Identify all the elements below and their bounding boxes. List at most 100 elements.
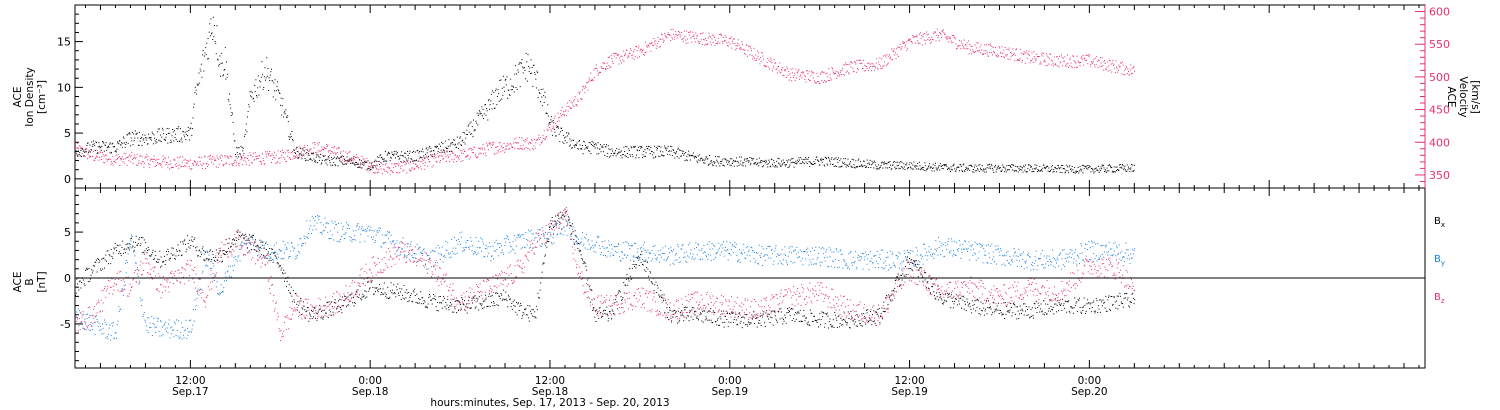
point — [638, 45, 640, 47]
point — [831, 157, 833, 159]
point — [499, 141, 501, 143]
point — [239, 153, 241, 155]
point — [549, 123, 551, 125]
point — [491, 108, 493, 110]
point — [722, 247, 724, 249]
point — [227, 73, 229, 75]
point — [680, 32, 682, 33]
point — [1031, 264, 1033, 266]
point — [960, 257, 962, 259]
point — [797, 161, 799, 162]
point — [692, 35, 694, 37]
point — [139, 297, 141, 299]
point — [577, 242, 579, 244]
point — [459, 136, 461, 138]
point — [141, 156, 143, 158]
point — [718, 156, 720, 158]
point — [1054, 63, 1056, 65]
point — [886, 252, 888, 253]
point — [983, 53, 984, 55]
point — [324, 159, 326, 161]
point — [118, 156, 120, 157]
point — [671, 36, 673, 38]
point — [108, 333, 109, 335]
point — [729, 164, 731, 166]
point — [319, 157, 321, 159]
point — [470, 148, 472, 149]
point — [341, 236, 343, 237]
point — [972, 169, 974, 170]
point — [1032, 168, 1034, 170]
point — [274, 90, 275, 92]
point — [925, 251, 927, 253]
point — [364, 161, 366, 163]
point — [948, 167, 950, 169]
point — [845, 166, 847, 168]
point — [1083, 58, 1085, 60]
point — [323, 155, 325, 157]
point — [784, 162, 785, 164]
point — [1042, 164, 1044, 166]
point — [471, 133, 473, 135]
point — [528, 141, 530, 143]
point — [173, 159, 175, 161]
point — [219, 156, 221, 158]
point — [110, 339, 112, 341]
point — [566, 142, 568, 144]
point — [1016, 266, 1018, 267]
point — [104, 322, 106, 324]
point — [499, 246, 501, 248]
point — [747, 160, 749, 162]
point — [934, 253, 935, 255]
point — [932, 254, 933, 255]
point — [1059, 171, 1061, 173]
point — [433, 251, 435, 252]
point — [407, 161, 408, 163]
point — [694, 41, 696, 43]
point — [190, 169, 192, 171]
point — [575, 104, 577, 106]
point — [827, 265, 829, 267]
point — [333, 239, 335, 241]
point — [653, 152, 655, 154]
point — [884, 163, 886, 164]
point — [155, 326, 157, 328]
point — [889, 267, 891, 269]
point — [670, 150, 672, 152]
point — [123, 285, 125, 287]
point — [993, 51, 995, 53]
point — [636, 154, 637, 156]
point — [677, 246, 679, 248]
point — [591, 140, 593, 142]
point — [353, 239, 355, 240]
point — [245, 244, 247, 246]
point — [769, 68, 770, 70]
point — [890, 56, 892, 58]
point — [873, 167, 875, 169]
point — [146, 159, 148, 161]
point — [168, 319, 170, 321]
point — [1057, 58, 1059, 60]
point — [176, 162, 178, 164]
point — [394, 153, 396, 155]
point — [517, 142, 519, 144]
point — [1103, 167, 1105, 169]
point — [553, 242, 555, 244]
point — [182, 156, 184, 158]
point — [1035, 58, 1037, 60]
point — [794, 162, 796, 164]
point — [309, 148, 311, 150]
point — [704, 251, 706, 253]
point — [416, 165, 417, 167]
point — [474, 251, 476, 253]
point — [503, 254, 505, 255]
point — [191, 331, 192, 333]
point — [577, 148, 579, 149]
point — [150, 327, 152, 329]
point — [753, 258, 755, 260]
point — [875, 67, 877, 69]
point — [530, 59, 532, 61]
point — [1032, 62, 1034, 63]
point — [126, 134, 128, 136]
point — [965, 166, 967, 168]
